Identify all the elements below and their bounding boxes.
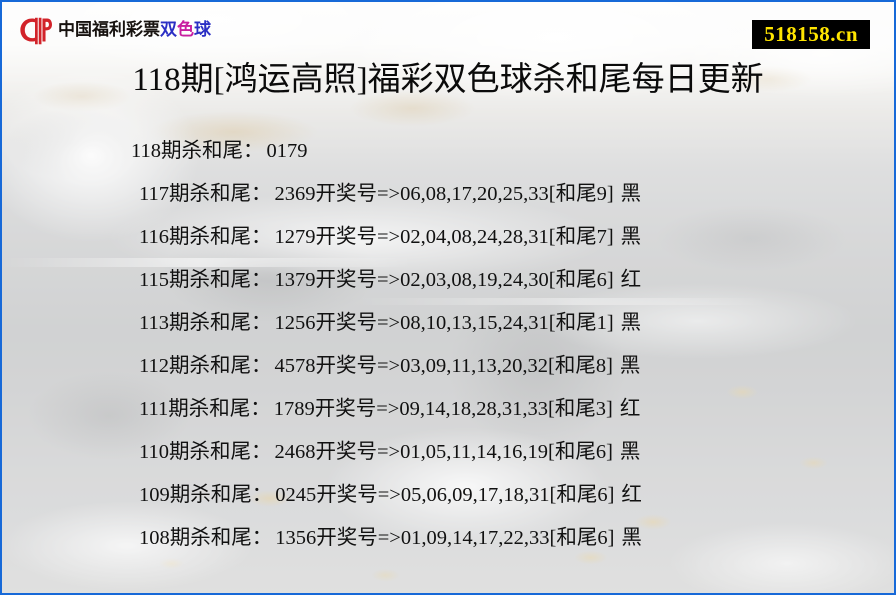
row-kill-tail: 1256 bbox=[274, 312, 316, 334]
row-numbers: 02,03,08,19,24,30 bbox=[400, 269, 549, 291]
row-draw-label: 开奖号=> bbox=[316, 484, 401, 506]
row-sum-tail: [和尾8] bbox=[548, 355, 613, 377]
row-color-label: 黑 bbox=[619, 441, 641, 463]
row-sum-tail: [和尾3] bbox=[547, 398, 613, 420]
row-numbers: 08,10,13,15,24,31 bbox=[400, 312, 549, 334]
row-draw-label: 开奖号=> bbox=[315, 226, 401, 248]
row-issue-label: 118期杀和尾： bbox=[131, 140, 264, 162]
row-numbers: 02,04,08,24,28,31 bbox=[400, 226, 549, 248]
row-kill-tail: 0179 bbox=[266, 140, 308, 162]
row-numbers: 09,14,18,28,31,33 bbox=[399, 398, 548, 420]
row-draw-label: 开奖号=> bbox=[315, 269, 401, 291]
row-issue-label: 111期杀和尾： bbox=[139, 398, 271, 420]
row-numbers: 01,09,14,17,22,33 bbox=[400, 527, 550, 549]
row-kill-tail: 0245 bbox=[275, 484, 317, 506]
site-url-badge[interactable]: 518158.cn bbox=[752, 20, 870, 49]
row-issue-label: 117期杀和尾： bbox=[139, 183, 272, 205]
row-kill-tail: 1379 bbox=[274, 269, 316, 291]
brand-ssq-char-1: 双 bbox=[160, 19, 177, 40]
row-kill-tail: 2369 bbox=[274, 183, 316, 205]
row-numbers: 01,05,11,14,16,19 bbox=[400, 441, 548, 463]
row-sum-tail: [和尾6] bbox=[548, 441, 613, 463]
table-row: 110期杀和尾： 2468开奖号=>01,05,11,14,16,19[和尾6] 黑 bbox=[139, 431, 874, 474]
row-numbers: 05,06,09,17,18,31 bbox=[400, 484, 550, 506]
draw-result-list: 118期杀和尾： 0179 117期杀和尾： 2369开奖号=>06,08,17,2… bbox=[131, 130, 874, 560]
row-issue-label: 108期杀和尾： bbox=[139, 527, 273, 549]
row-sum-tail: [和尾6] bbox=[549, 484, 615, 506]
row-kill-tail: 1279 bbox=[274, 226, 316, 248]
row-draw-label: 开奖号=> bbox=[315, 441, 401, 463]
table-row: 117期杀和尾： 2369开奖号=>06,08,17,20,25,33[和尾9] 黑 bbox=[139, 173, 874, 216]
row-issue-label: 116期杀和尾： bbox=[139, 226, 272, 248]
page-title: 118期[鸿运高照]福彩双色球杀和尾每日更新 bbox=[132, 62, 764, 98]
row-draw-label: 开奖号=> bbox=[316, 527, 401, 549]
table-row: 113期杀和尾： 1256开奖号=>08,10,13,15,24,31[和尾1] 黑 bbox=[139, 302, 874, 345]
row-sum-tail: [和尾7] bbox=[548, 226, 614, 248]
table-row: 118期杀和尾： 0179 bbox=[131, 130, 874, 173]
table-row: 111期杀和尾： 1789开奖号=>09,14,18,28,31,33[和尾3] 红 bbox=[139, 388, 874, 431]
row-color-label: 黑 bbox=[620, 226, 642, 248]
row-draw-label: 开奖号=> bbox=[314, 398, 400, 420]
table-row: 116期杀和尾： 1279开奖号=>02,04,08,24,28,31[和尾7] 黑 bbox=[139, 216, 874, 259]
row-kill-tail: 2468 bbox=[274, 441, 316, 463]
row-color-label: 红 bbox=[620, 269, 642, 291]
row-numbers: 06,08,17,20,25,33 bbox=[400, 183, 549, 205]
row-draw-label: 开奖号=> bbox=[315, 312, 401, 334]
brand-name: 中国福利彩票双色球 bbox=[58, 19, 211, 40]
row-color-label: 黑 bbox=[619, 355, 641, 377]
row-kill-tail: 4578 bbox=[274, 355, 316, 377]
row-issue-label: 112期杀和尾： bbox=[139, 355, 272, 377]
table-row: 112期杀和尾： 4578开奖号=>03,09,11,13,20,32[和尾8] 黑 bbox=[139, 345, 874, 388]
row-issue-label: 110期杀和尾： bbox=[139, 441, 272, 463]
cfp-logo-icon bbox=[20, 17, 52, 45]
row-sum-tail: [和尾6] bbox=[549, 527, 615, 549]
row-issue-label: 115期杀和尾： bbox=[139, 269, 272, 291]
row-color-label: 黑 bbox=[620, 183, 642, 205]
row-kill-tail: 1356 bbox=[275, 527, 317, 549]
row-sum-tail: [和尾1] bbox=[548, 312, 614, 334]
row-color-label: 红 bbox=[619, 398, 641, 420]
row-draw-label: 开奖号=> bbox=[315, 183, 401, 205]
row-numbers: 03,09,11,13,20,32 bbox=[400, 355, 548, 377]
row-sum-tail: [和尾9] bbox=[548, 183, 614, 205]
row-color-label: 黑 bbox=[620, 312, 642, 334]
brand-name-cn: 中国福利彩票 bbox=[58, 19, 160, 40]
brand-ssq-char-2: 色 bbox=[177, 19, 194, 40]
row-draw-label: 开奖号=> bbox=[315, 355, 401, 377]
row-issue-label: 113期杀和尾： bbox=[139, 312, 272, 334]
row-issue-label: 109期杀和尾： bbox=[139, 484, 273, 506]
brand-lockup[interactable]: 中国福利彩票双色球 bbox=[18, 15, 211, 45]
brand-ssq-char-3: 球 bbox=[194, 19, 211, 40]
row-sum-tail: [和尾6] bbox=[548, 269, 614, 291]
row-color-label: 黑 bbox=[621, 527, 642, 549]
table-row: 115期杀和尾： 1379开奖号=>02,03,08,19,24,30[和尾6] 红 bbox=[139, 259, 874, 302]
row-kill-tail: 1789 bbox=[273, 398, 315, 420]
table-row: 109期杀和尾： 0245开奖号=>05,06,09,17,18,31[和尾6] 红 bbox=[139, 474, 874, 517]
row-color-label: 红 bbox=[621, 484, 642, 506]
site-header: 中国福利彩票双色球 518158.cn bbox=[2, 2, 894, 60]
table-row: 108期杀和尾： 1356开奖号=>01,09,14,17,22,33[和尾6] 黑 bbox=[139, 517, 874, 560]
